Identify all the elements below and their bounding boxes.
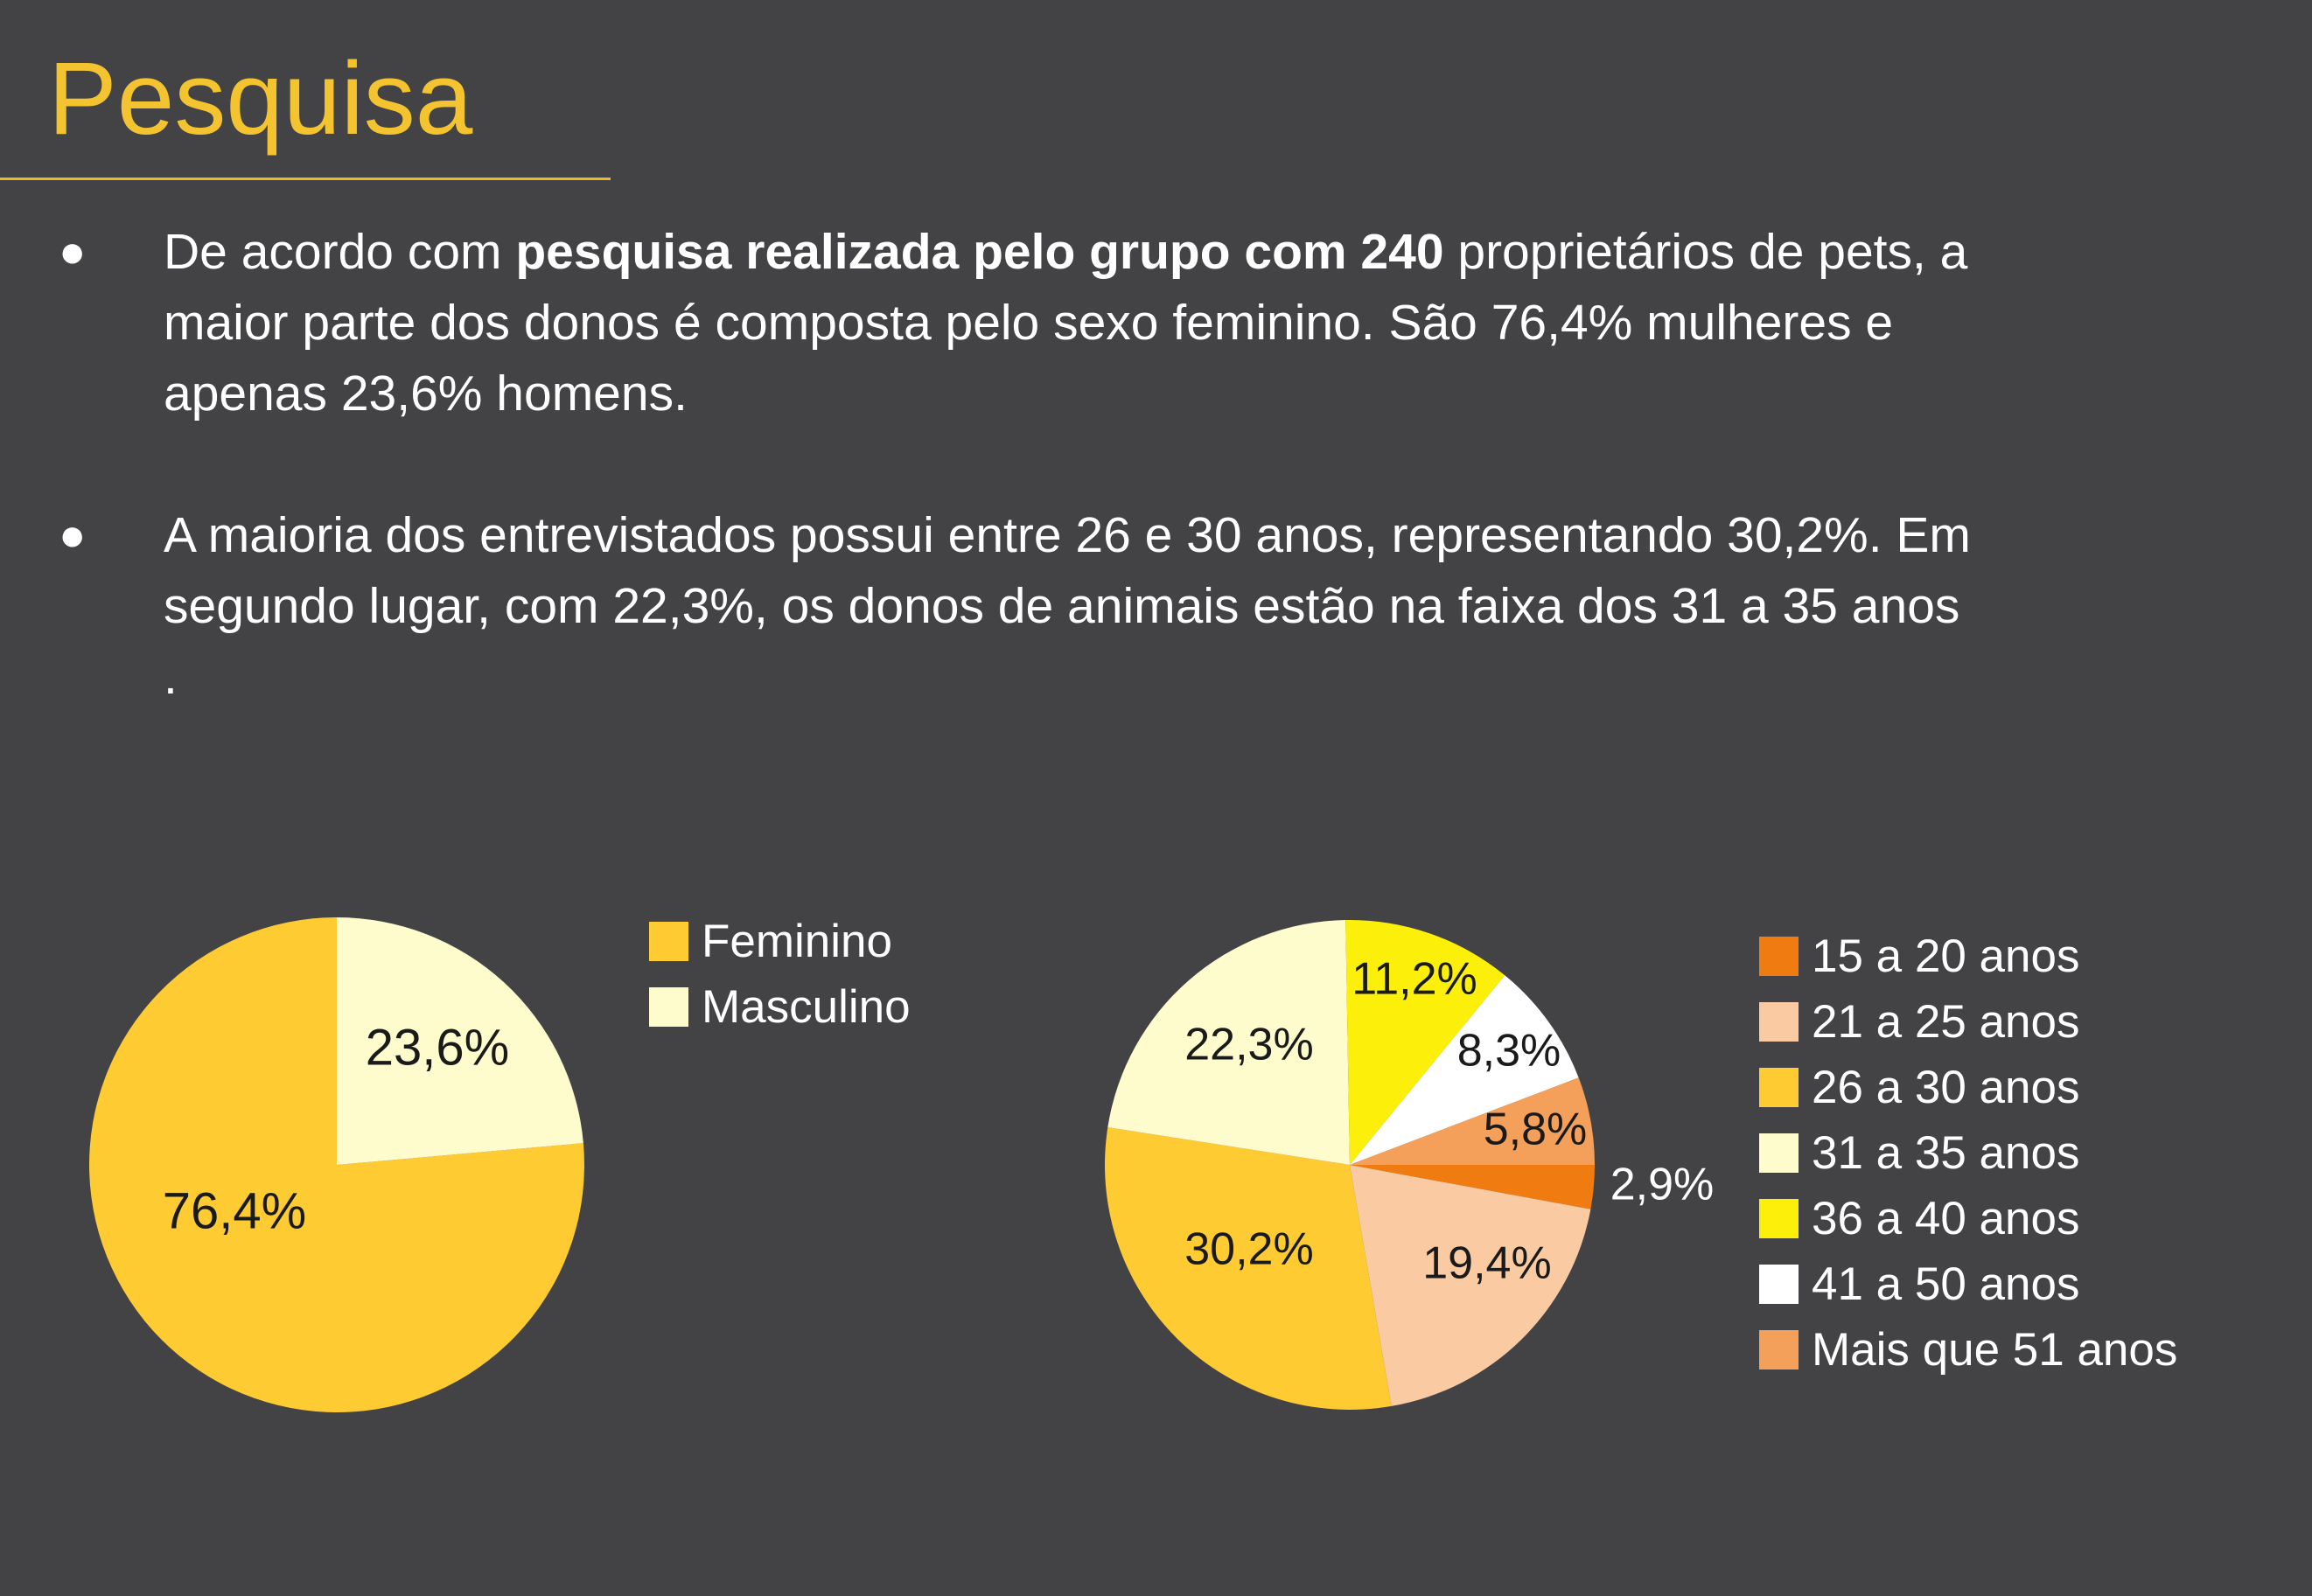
- bullet-dot-icon: ●: [59, 227, 87, 277]
- pie-chart-gender: 76,4% 23,6%: [89, 917, 584, 1413]
- legend-item-mais-que-51-anos: Mais que 51 anos: [1759, 1317, 2177, 1383]
- pie-slice-36-a-40-anos: [1345, 920, 1505, 1165]
- legend-swatch: [1759, 1199, 1799, 1238]
- legend-item-31-a-35-anos: 31 a 35 anos: [1759, 1120, 2177, 1186]
- pie-slice-15-a-20-anos: [1350, 1165, 1596, 1209]
- pie-slice-41-a-50-anos: [1350, 975, 1579, 1165]
- legend-age: 15 a 20 anos 21 a 25 anos 26 a 30 anos 31 a…: [1759, 923, 2177, 1383]
- legend-gender: Feminino Masculino: [649, 909, 911, 1040]
- legend-item-26-a-30-anos: 26 a 30 anos: [1759, 1055, 2177, 1120]
- legend-item-15-a-20-anos: 15 a 20 anos: [1759, 923, 2177, 989]
- data-label-feminino: 76,4%: [163, 1182, 306, 1239]
- data-label-41-a-50-anos: 8,3%: [1457, 1026, 1561, 1077]
- legend-label: 15 a 20 anos: [1812, 930, 2080, 982]
- bullet-item-gender: ● De acordo com pesquisa realizada pelo …: [57, 217, 1981, 429]
- data-label-masculino: 23,6%: [366, 1019, 509, 1076]
- legend-item-feminino: Feminino: [649, 909, 911, 974]
- legend-swatch: [1759, 1133, 1799, 1173]
- legend-label: 31 a 35 anos: [1812, 1127, 2080, 1179]
- bullet-1-text-bold: pesquisa realizada pelo grupo com 240: [515, 224, 1444, 280]
- legend-label: 36 a 40 anos: [1812, 1193, 2080, 1244]
- bullet-list: ● De acordo com pesquisa realizada pelo …: [57, 217, 1981, 784]
- pie-slice-mais-que-51-anos: [1350, 1077, 1596, 1165]
- bullet-dot-icon: ●: [59, 510, 87, 561]
- legend-label: Mais que 51 anos: [1812, 1324, 2178, 1376]
- legend-swatch: [1759, 937, 1799, 976]
- bullet-item-age: ● A maioria dos entrevistados possui ent…: [57, 500, 1981, 713]
- pie-chart-age: 2,9% 19,4% 30,2% 22,3% 11,2% 8,3% 5,8%: [1105, 920, 1715, 1411]
- data-label-21-a-25-anos: 19,4%: [1422, 1238, 1551, 1289]
- pie-slice-26-a-30-anos: [1105, 1127, 1392, 1411]
- data-label-36-a-40-anos: 11,2%: [1352, 954, 1477, 1005]
- legend-swatch: [649, 922, 688, 961]
- page-title: Pesquisa: [48, 41, 473, 157]
- bullet-2-text: A maioria dos entrevistados possui entre…: [164, 507, 1971, 705]
- pie-slice-21-a-25-anos: [1350, 1165, 1591, 1406]
- legend-label: 26 a 30 anos: [1812, 1062, 2080, 1113]
- title-underline: [0, 178, 611, 180]
- data-label-15-a-20-anos: 2,9%: [1610, 1160, 1715, 1210]
- pie-slice-masculino: [337, 917, 583, 1165]
- legend-item-21-a-25-anos: 21 a 25 anos: [1759, 989, 2177, 1055]
- legend-label: Feminino: [702, 916, 892, 967]
- data-label-mais-que-51-anos: 5,8%: [1484, 1105, 1588, 1155]
- legend-swatch: [1759, 1330, 1799, 1369]
- legend-swatch: [649, 987, 688, 1027]
- pie-slice-31-a-35-anos: [1107, 920, 1350, 1165]
- legend-label: 41 a 50 anos: [1812, 1258, 2080, 1310]
- bullet-1-text-pre: De acordo com: [164, 224, 516, 280]
- legend-label: 21 a 25 anos: [1812, 996, 2080, 1048]
- legend-item-36-a-40-anos: 36 a 40 anos: [1759, 1186, 2177, 1251]
- legend-item-masculino: Masculino: [649, 974, 911, 1040]
- legend-swatch: [1759, 1265, 1799, 1304]
- legend-swatch: [1759, 1068, 1799, 1107]
- bullet-1-text-post: proprietários de pets, a maior parte dos…: [164, 224, 1968, 422]
- legend-label: Masculino: [702, 981, 911, 1033]
- legend-swatch: [1759, 1002, 1799, 1042]
- legend-item-41-a-50-anos: 41 a 50 anos: [1759, 1251, 2177, 1317]
- data-label-26-a-30-anos: 30,2%: [1184, 1224, 1313, 1275]
- data-label-31-a-35-anos: 22,3%: [1184, 1020, 1313, 1070]
